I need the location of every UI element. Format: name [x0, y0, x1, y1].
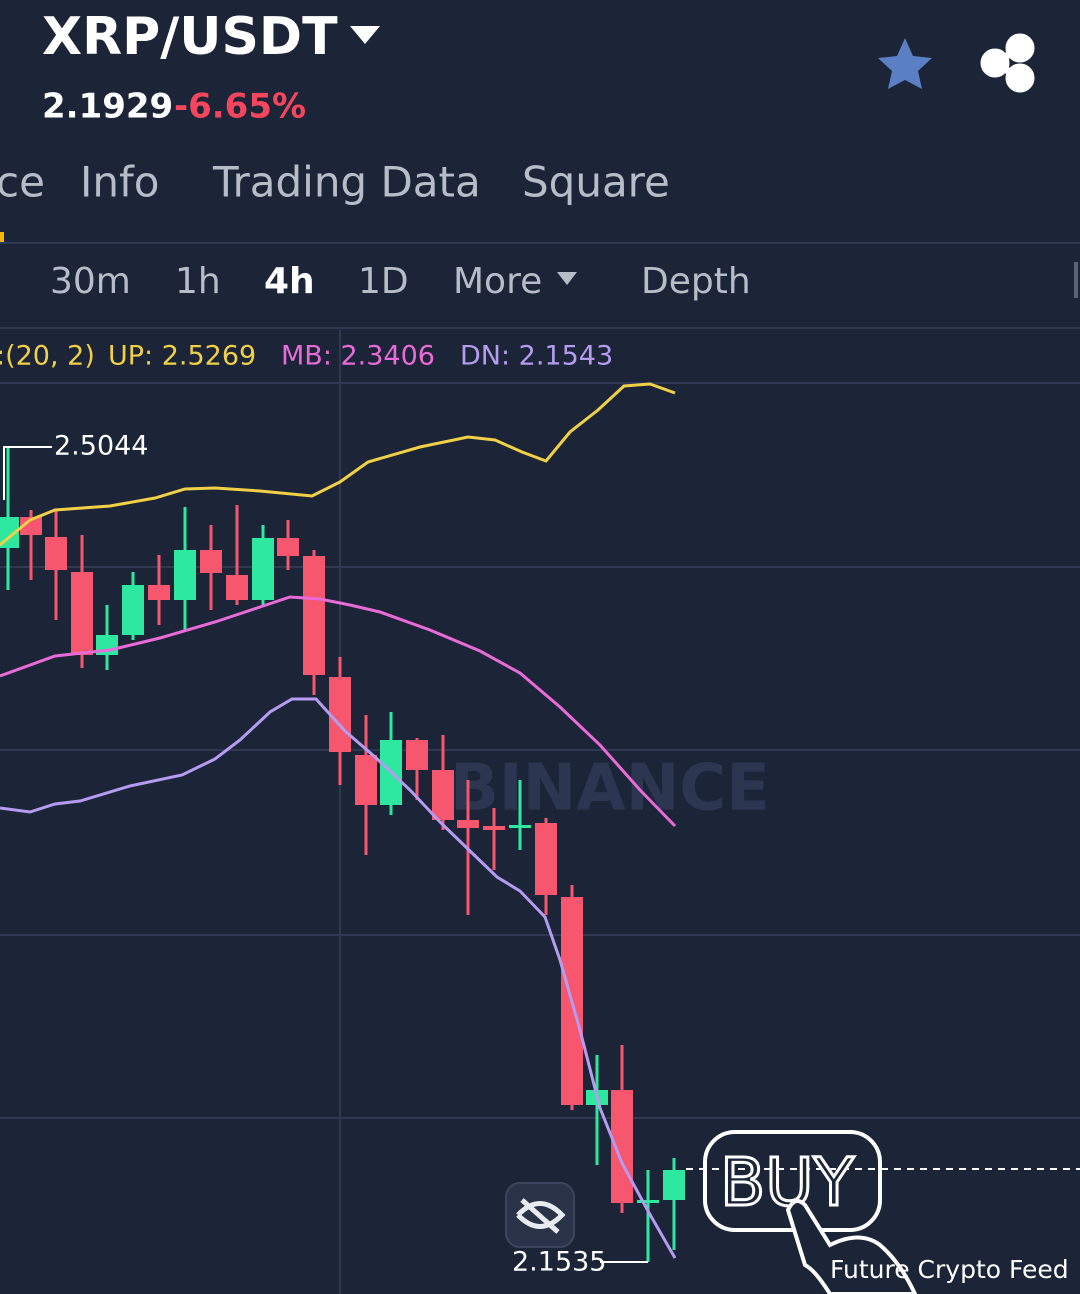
- boll-dn: DN: 2.1543: [460, 341, 613, 372]
- boll-params: :(20, 2): [0, 341, 95, 372]
- band-middle: [0, 595, 677, 828]
- pair-title[interactable]: XRP/USDT: [42, 7, 338, 67]
- interval[interactable]: Depth: [641, 261, 751, 302]
- interval[interactable]: 30m: [50, 261, 131, 302]
- price-change: -6.65%: [174, 87, 306, 127]
- low-label: 2.1535: [512, 1247, 606, 1278]
- tab[interactable]: Info: [80, 158, 160, 207]
- candle-body: [663, 1170, 685, 1200]
- eye-icon: [516, 1198, 566, 1234]
- candle-body: [148, 585, 170, 600]
- candle-body: [277, 538, 299, 556]
- candle-body: [174, 550, 196, 600]
- candle-body: [432, 770, 454, 820]
- candle-body: [45, 537, 67, 570]
- tab-bar: ce Info Trading Data Square: [0, 158, 670, 207]
- candle-body: [483, 826, 505, 830]
- boll-up: UP: 2.5269: [108, 341, 256, 372]
- watermark: BINANCE: [450, 752, 770, 826]
- candle-body: [535, 823, 557, 895]
- candle-body: [406, 740, 428, 770]
- candle-body: [303, 556, 325, 675]
- candle-body: [122, 585, 144, 635]
- tab[interactable]: Square: [522, 158, 670, 207]
- more-dropdown[interactable]: [557, 272, 577, 285]
- boll-mb: MB: 2.3406: [281, 341, 435, 372]
- candle-body: [637, 1200, 659, 1203]
- candle-body: [71, 572, 93, 655]
- tab[interactable]: ce: [0, 158, 45, 207]
- indicator-legend: :(20, 2) UP: 2.5269 MB: 2.3406 DN: 2.154…: [0, 341, 613, 372]
- interval[interactable]: 1D: [358, 261, 409, 302]
- bollinger-bands: [0, 382, 677, 1259]
- high-marker: [3, 446, 52, 500]
- settings-edge: [1074, 262, 1078, 298]
- interval-active[interactable]: 4h: [264, 261, 315, 302]
- tab[interactable]: Trading Data: [212, 158, 481, 207]
- interval[interactable]: More: [453, 261, 542, 302]
- candle-body: [329, 677, 351, 752]
- interval-bar: 30m 1h 4h 1D More Depth: [50, 261, 751, 302]
- candle-body: [457, 820, 479, 828]
- favorite-star[interactable]: [878, 38, 932, 89]
- pair-dropdown[interactable]: [350, 26, 380, 44]
- candle-body: [20, 517, 42, 535]
- candle-body: [226, 575, 248, 600]
- credit: Future Crypto Feed: [830, 1255, 1069, 1284]
- candle-body: [252, 538, 274, 600]
- interval[interactable]: 1h: [175, 261, 221, 302]
- candle-body: [509, 825, 531, 828]
- price: 2.1929: [42, 87, 173, 127]
- band-upper: [0, 382, 676, 547]
- tab-indicator: [0, 232, 4, 242]
- high-label: 2.5044: [54, 431, 148, 462]
- candle-body: [355, 755, 377, 805]
- hand-cursor: [785, 1199, 918, 1294]
- chart-grid: [0, 330, 1080, 1294]
- candle-body: [200, 550, 222, 573]
- band-lower: [0, 697, 677, 1259]
- share-icon[interactable]: [980, 33, 1035, 93]
